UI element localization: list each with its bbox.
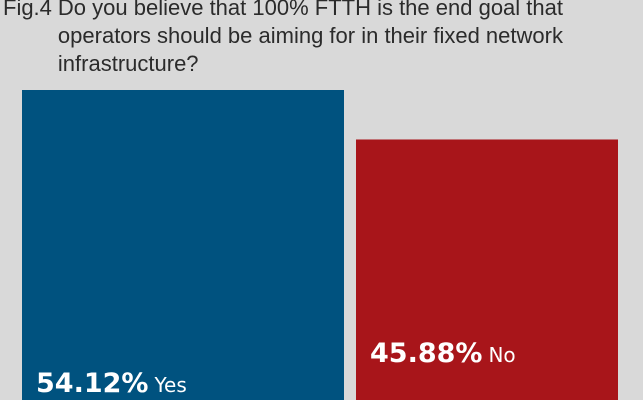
bar-yes: [22, 90, 344, 400]
chart-title: Do you believe that 100% FTTH is the end…: [57, 0, 563, 76]
bar-no: [356, 139, 618, 400]
chart-title-block: Fig.4 Do you believe that 100% FTTH is t…: [3, 0, 635, 78]
bar-label-no: 45.88% No: [370, 338, 516, 369]
figure-label: Fig.4: [3, 0, 52, 20]
data-label-yes: 54.12%: [36, 368, 148, 399]
bar-label-yes: 54.12% Yes: [36, 368, 187, 399]
data-label-no: 45.88%: [370, 338, 482, 369]
chart-title-row: Fig.4 Do you believe that 100% FTTH is t…: [3, 0, 635, 78]
category-label-yes: Yes: [153, 373, 186, 397]
category-label-no: No: [488, 343, 515, 367]
